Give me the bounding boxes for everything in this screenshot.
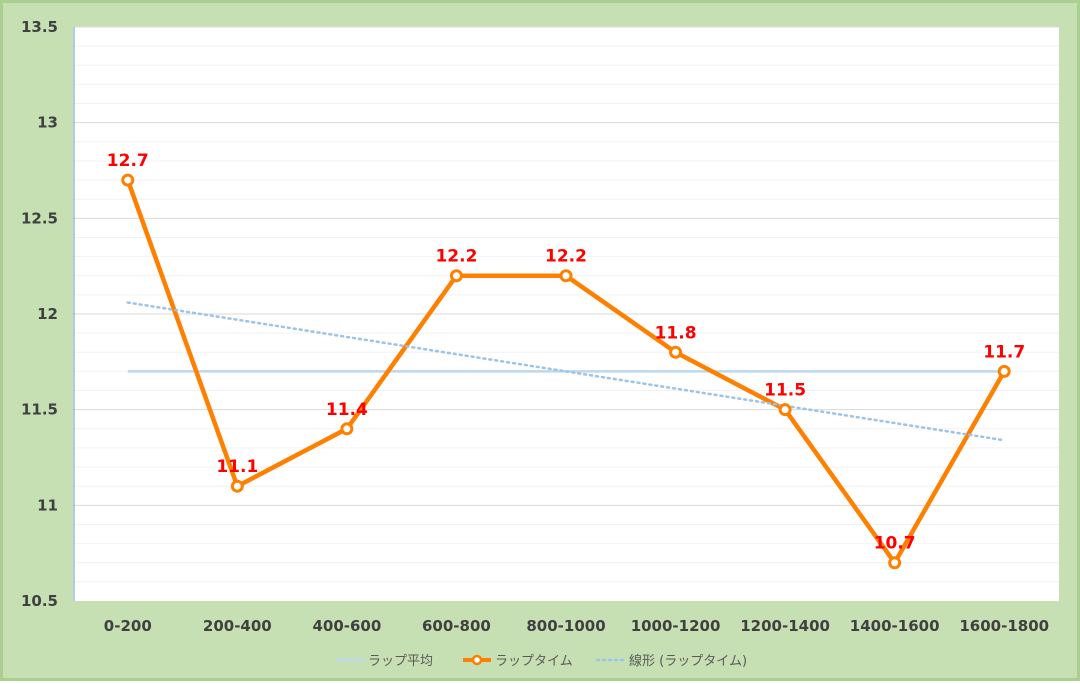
data-point <box>778 403 792 417</box>
y-tick-label: 13 <box>37 114 58 132</box>
data-label: 10.7 <box>874 534 916 554</box>
legend-label: ラップタイム <box>495 654 573 669</box>
x-tick-label: 1400-1600 <box>850 617 940 635</box>
y-tick-label: 12 <box>37 305 58 323</box>
data-point <box>559 269 573 283</box>
y-tick-label: 13.5 <box>21 18 58 36</box>
data-label: 11.8 <box>655 323 697 343</box>
data-label: 11.5 <box>764 381 806 401</box>
data-point <box>121 173 135 187</box>
data-point <box>997 364 1011 378</box>
line-chart: 13.5 13 12.5 12 11.5 11 10.5 0-200 200-400 400-6… <box>21 18 1059 669</box>
series-line-2 <box>126 301 1006 442</box>
x-tick-label: 200-400 <box>203 617 272 635</box>
data-label: 11.7 <box>983 342 1025 362</box>
y-axis-ticks: 13.5 13 12.5 12 11.5 11 10.5 <box>21 18 58 610</box>
data-label: 12.2 <box>435 247 477 267</box>
data-label: 11.4 <box>326 400 368 420</box>
legend-label: 線形 (ラップタイム) <box>629 653 747 669</box>
data-label: 12.7 <box>107 151 149 171</box>
x-tick-label: 800-1000 <box>526 617 605 635</box>
data-point <box>449 269 463 283</box>
y-tick-label: 11.5 <box>21 401 58 419</box>
y-tick-label: 11 <box>37 496 58 514</box>
x-tick-label: 1600-1800 <box>959 617 1049 635</box>
gridlines <box>73 26 1059 583</box>
data-point <box>340 422 354 436</box>
x-axis-ticks: 0-200 200-400 400-600 600-800 800-1000 1000-1… <box>104 617 1049 635</box>
data-markers <box>121 173 1011 570</box>
data-point <box>888 556 902 570</box>
legend-marker <box>471 654 483 666</box>
legend: ラップ平均 ラップタイム 線形 (ラップタイム) <box>336 653 747 669</box>
data-labels: 12.7 11.1 11.4 12.2 12.2 11.8 11.5 10.7 11.7 <box>107 151 1025 554</box>
y-tick-label: 12.5 <box>21 209 58 227</box>
data-point <box>669 345 683 359</box>
x-tick-label: 600-800 <box>422 617 491 635</box>
y-tick-label: 10.5 <box>21 592 58 610</box>
x-tick-label: 1200-1400 <box>740 617 830 635</box>
data-point <box>230 479 244 493</box>
x-tick-label: 0-200 <box>104 617 152 635</box>
legend-label: ラップ平均 <box>368 654 433 669</box>
data-label: 11.1 <box>216 457 258 477</box>
data-label: 12.2 <box>545 247 587 267</box>
x-tick-label: 1000-1200 <box>631 617 721 635</box>
x-tick-label: 400-600 <box>312 617 381 635</box>
